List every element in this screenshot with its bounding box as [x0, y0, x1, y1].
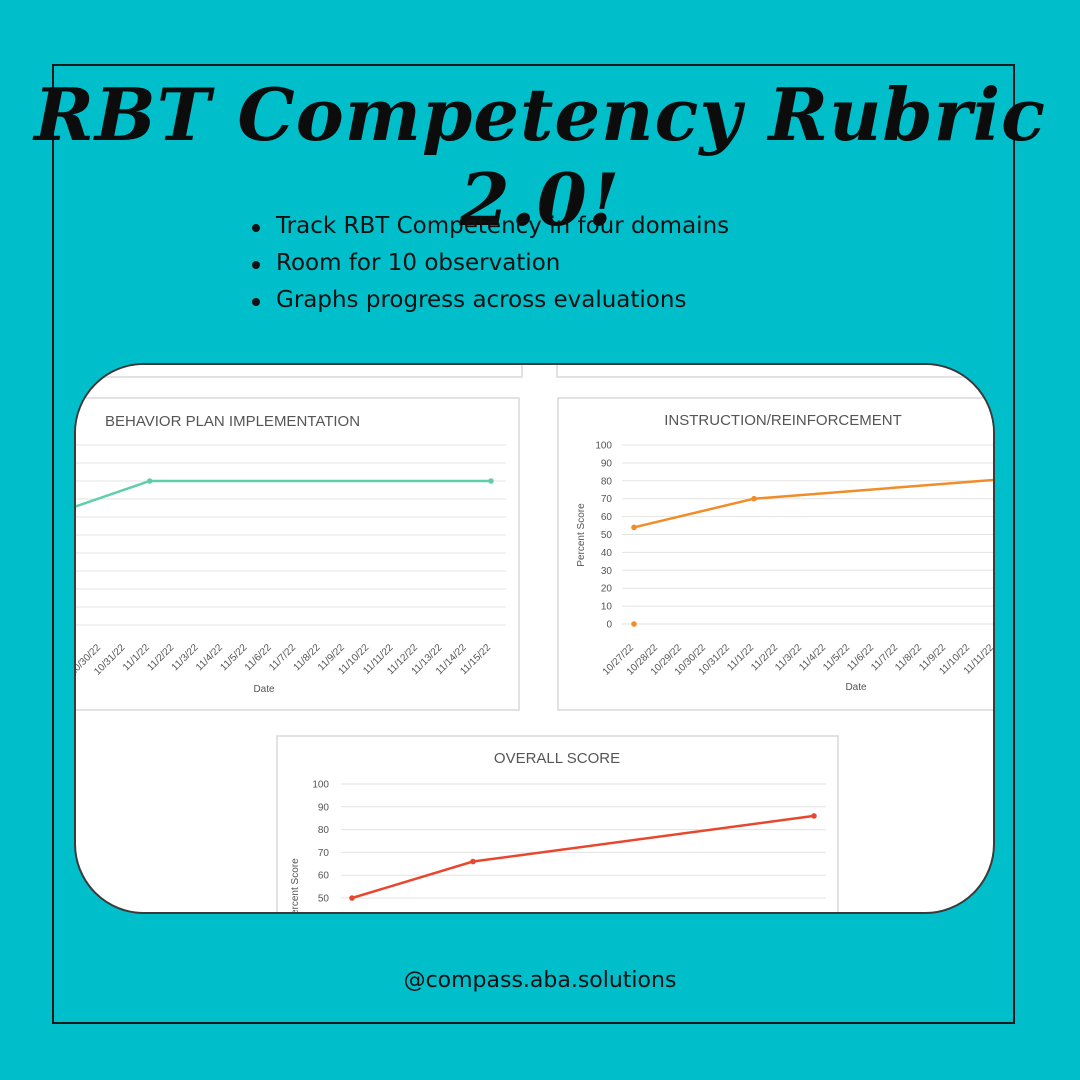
overall-y-tick: 60	[318, 871, 330, 882]
instruction-y-tick: 50	[601, 530, 613, 541]
instruction-y-tick: 20	[601, 584, 613, 595]
overall-point	[470, 858, 476, 865]
overall-y-tick: 80	[318, 825, 330, 836]
social-handle: @compass.aba.solutions	[403, 968, 677, 993]
panel-above-left	[76, 365, 523, 378]
x-axis-label: Date	[845, 682, 867, 693]
instruction-y-tick: 100	[595, 441, 612, 452]
overall-y-tick: 100	[312, 780, 329, 791]
instruction-y-tick: 60	[601, 512, 613, 523]
instruction-y-tick: 80	[601, 476, 613, 487]
y-axis-label: Percent Score	[576, 503, 587, 567]
instruction-point	[751, 495, 757, 502]
chart-title: OVERALL SCORE	[494, 750, 620, 767]
chart-title: INSTRUCTION/REINFORCEMENT	[664, 412, 902, 429]
x-axis-label: Date	[253, 684, 275, 695]
overall-point	[811, 813, 817, 819]
feature-item: Graphs progress across evaluations	[250, 282, 729, 319]
overall-y-tick: 90	[318, 802, 330, 813]
behavior-plan-panel	[76, 397, 520, 711]
panel-above-right	[556, 365, 993, 378]
overall-point	[349, 895, 355, 901]
instruction-point	[631, 524, 637, 531]
page-title: RBT Competency Rubric 2.0!	[34, 72, 1046, 242]
instruction-panel	[557, 397, 993, 711]
instruction-y-tick: 90	[601, 458, 613, 469]
instruction-y-tick: 0	[606, 620, 612, 631]
border-frame	[52, 64, 1015, 1024]
instruction-y-tick: 30	[601, 566, 613, 577]
behavior-plan-point	[146, 478, 153, 484]
charts-card: BEHAVIOR PLAN IMPLEMENTATION 10/30/22 10/3…	[74, 363, 995, 914]
instruction-y-tick: 10	[601, 602, 613, 613]
instruction-y-tick: 40	[601, 548, 613, 559]
overall-y-tick: 70	[318, 848, 330, 859]
feature-item: Track RBT Competency in four domains	[250, 208, 729, 245]
y-axis-label: Percent Score	[290, 858, 301, 914]
instruction-y-tick: 70	[601, 494, 613, 505]
feature-list: Track RBT Competency in four domains Roo…	[250, 208, 729, 319]
instruction-zero-point	[631, 621, 637, 627]
behavior-plan-point	[488, 478, 494, 484]
charts-canvas: BEHAVIOR PLAN IMPLEMENTATION10/30/2210/3…	[76, 365, 993, 914]
chart-title: BEHAVIOR PLAN IMPLEMENTATION	[105, 413, 360, 430]
overall-y-tick: 50	[318, 894, 330, 905]
feature-item: Room for 10 observation	[250, 245, 729, 282]
